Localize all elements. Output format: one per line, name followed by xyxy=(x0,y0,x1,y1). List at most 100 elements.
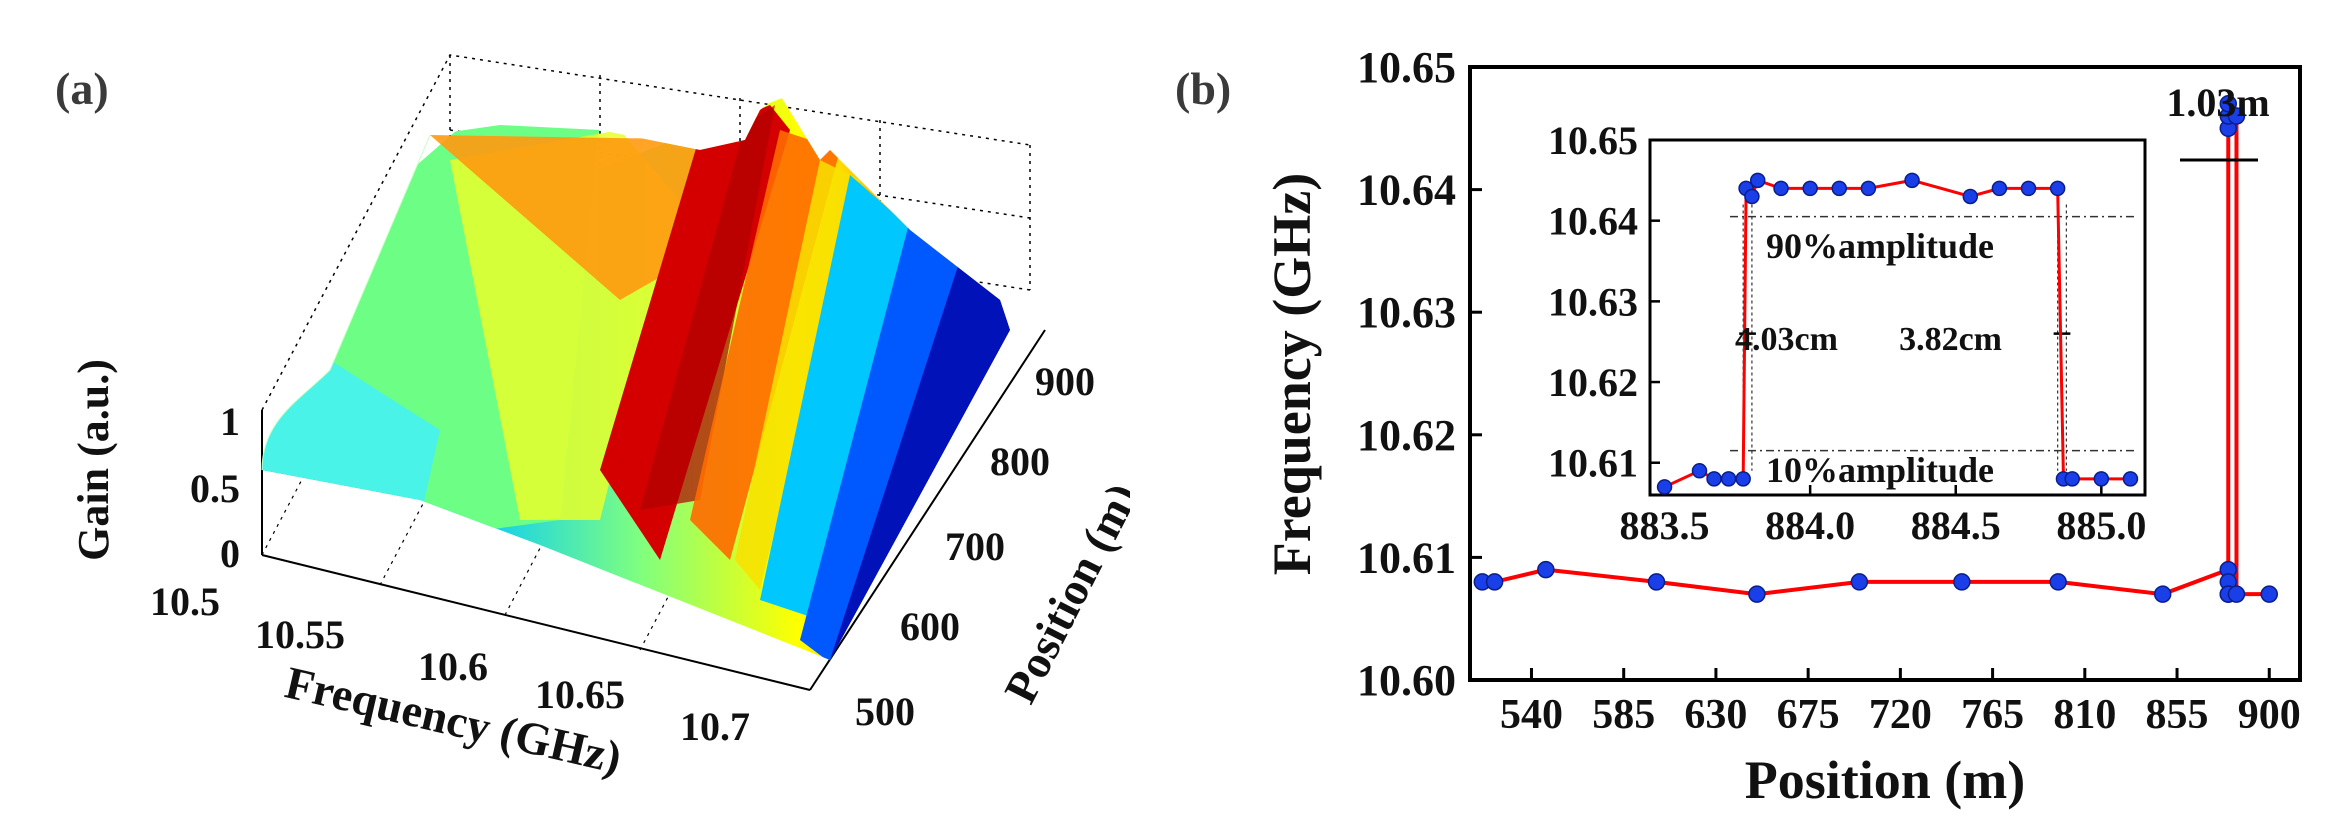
y-tick-label: 10.61 xyxy=(1357,533,1456,582)
data-point xyxy=(2227,107,2246,125)
x-tick-label: 810 xyxy=(2053,692,2116,738)
y-tick-label: 10.62 xyxy=(1357,411,1456,460)
inset-rise-label: 4.03cm xyxy=(1735,321,1838,358)
y-tick-label: 10.60 xyxy=(1357,656,1456,705)
y-ticks: 10.60 10.61 10.62 10.63 10.64 10.65 xyxy=(1357,43,1482,705)
annotation-label: 1.03m xyxy=(2166,80,2269,125)
inset-y-tick-label: 10.64 xyxy=(1548,199,1638,244)
data-point xyxy=(1850,573,1869,591)
data-point xyxy=(1647,573,1666,591)
inset-data-point xyxy=(1860,180,1877,197)
x-tick-label: 900 xyxy=(2238,692,2301,738)
plot-frame xyxy=(1468,65,2302,682)
inset-y-ticks: 10.61 10.62 10.63 10.64 10.65 xyxy=(1548,118,1660,486)
x-tick-label: 630 xyxy=(1684,692,1747,738)
inset-data-point xyxy=(1773,180,1789,197)
data-point xyxy=(2227,585,2246,603)
inset-data-point xyxy=(1691,463,1708,479)
surface-fill-cyan xyxy=(760,175,930,620)
inset-data-point xyxy=(1831,180,1848,197)
inset-data-point xyxy=(2049,180,2066,197)
z-tick-label: 1 xyxy=(220,399,240,444)
panel-label-b: (b) xyxy=(1175,63,1232,114)
y-tick-label: 10.64 xyxy=(1357,166,1456,215)
x-tick-label: 585 xyxy=(1592,692,1655,738)
data-point xyxy=(1953,573,1971,591)
surface-fill-yellow xyxy=(735,160,860,590)
z-axis-label: Gain (a.u.) xyxy=(69,359,118,561)
data-point xyxy=(2153,585,2172,603)
surface-outline xyxy=(261,134,431,471)
y-tick-label: 900 xyxy=(1035,359,1095,404)
x-tick-label: 10.65 xyxy=(535,672,625,717)
x-ticks: 540 585 630 675 720 765 810 855 900 xyxy=(1500,668,2301,738)
inset-y-tick-label: 10.65 xyxy=(1548,118,1638,163)
inset-data-point xyxy=(1962,188,1979,205)
y-tick-label: 10.63 xyxy=(1357,288,1456,337)
z-tick-label: 0 xyxy=(220,531,240,576)
z-ticks: 0 0.5 1 xyxy=(190,399,240,576)
inset-data-point xyxy=(1749,172,1766,189)
inset-label-90: 90%amplitude xyxy=(1766,226,1994,266)
inset-x-tick-label: 885.0 xyxy=(2056,503,2146,548)
x-tick-label: 10.5 xyxy=(150,579,220,624)
x-tick-label: 675 xyxy=(1777,692,1840,738)
inset-y-tick-label: 10.62 xyxy=(1548,360,1638,405)
y-tick-label: 700 xyxy=(945,524,1005,569)
scatter-line-plot: 10.60 10.61 10.62 10.63 10.64 10.65 540 585 630… xyxy=(1262,43,2302,810)
inset-data-point xyxy=(2020,180,2037,197)
inset-data-point xyxy=(1744,188,1760,205)
x-tick-label: 720 xyxy=(1869,692,1932,738)
inset-fall-label: 3.82cm xyxy=(1899,321,2002,358)
x-tick-label: 10.55 xyxy=(255,612,345,657)
inset-x-tick-label: 884.0 xyxy=(1765,503,1855,548)
x-tick-label: 855 xyxy=(2146,692,2209,738)
inset-data-point xyxy=(2093,471,2110,487)
inset-series xyxy=(1656,172,2139,495)
x-tick-label: 765 xyxy=(1961,692,2024,738)
y-ticks: 500 600 700 800 900 xyxy=(855,359,1095,734)
data-point xyxy=(1537,560,1555,579)
surface xyxy=(262,95,1010,660)
inset-y-tick-label: 10.63 xyxy=(1548,279,1638,324)
inset-data-point xyxy=(2064,471,2080,487)
data-point xyxy=(1748,585,1766,603)
data-point xyxy=(2049,573,2067,591)
x-tick-label: 10.7 xyxy=(680,704,750,749)
surface-plot-3d: 0 0.5 1 Gain (a.u.) 10.5 10.55 10.6 10.6… xyxy=(69,54,1130,783)
inset-x-ticks: 883.5 884.0 884.5 885.0 xyxy=(1620,485,2146,548)
inset-data-point xyxy=(2122,471,2139,487)
y-tick-label: 800 xyxy=(990,439,1050,484)
inset-frame xyxy=(1648,138,2147,497)
z-tick-label: 0.5 xyxy=(190,466,240,511)
y-axis-label: Position (m) xyxy=(994,475,1130,711)
y-tick-label: 600 xyxy=(900,604,960,649)
inset-label-10: 10%amplitude xyxy=(1766,450,1994,490)
panel-label-a: (a) xyxy=(55,63,109,114)
x-tick-label: 540 xyxy=(1500,692,1563,738)
x-tick-label: 10.6 xyxy=(418,644,488,689)
series-main xyxy=(1473,95,2279,603)
data-point xyxy=(2260,585,2279,603)
inset-y-tick-label: 10.61 xyxy=(1548,441,1638,486)
surface-fill-orange xyxy=(690,130,840,560)
inset-data-point xyxy=(1706,471,1722,487)
surface-ridge-darkred xyxy=(640,105,775,510)
surface-fill-orange xyxy=(430,135,740,300)
axis-line xyxy=(809,329,1046,691)
y-tick-label: 500 xyxy=(855,689,915,734)
inset-data-point xyxy=(1991,180,2008,197)
data-point xyxy=(1485,573,1504,591)
inset-data-point xyxy=(1720,471,1737,487)
inset-data-point xyxy=(1735,471,1751,487)
data-point xyxy=(2219,95,2238,113)
y-axis-label: Frequency (GHz) xyxy=(1262,173,1322,575)
inset-x-tick-label: 884.5 xyxy=(1911,503,2001,548)
inset-data-point xyxy=(1904,172,1920,189)
y-tick-label: 10.65 xyxy=(1357,43,1456,92)
inset-data-point xyxy=(1802,180,1818,197)
inset-x-tick-label: 883.5 xyxy=(1620,503,1710,548)
axis-line xyxy=(261,554,811,691)
inset-data-point xyxy=(1656,479,1673,495)
x-ticks: 10.5 10.55 10.6 10.65 10.7 xyxy=(150,579,750,749)
